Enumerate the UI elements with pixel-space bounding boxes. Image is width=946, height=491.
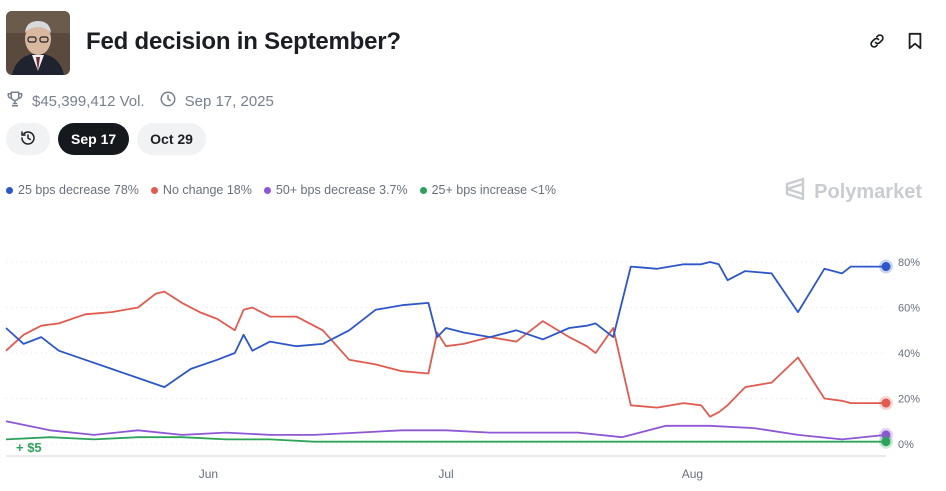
y-tick-label: 60% <box>898 303 920 315</box>
history-button[interactable] <box>6 123 50 155</box>
history-icon <box>19 129 37 150</box>
legend-dot <box>419 186 427 194</box>
series-line <box>5 436 886 443</box>
market-end-date: Sep 17, 2025 <box>184 92 274 110</box>
legend-item-25bps-decrease: 25 bps decrease 78% <box>6 183 139 197</box>
legend-dot <box>6 186 13 194</box>
series-line <box>5 290 886 418</box>
y-tick-label: 40% <box>898 348 920 360</box>
tab-oct-29[interactable]: Oct 29 <box>137 123 206 155</box>
market-title: Fed decision in September? <box>86 28 401 55</box>
bookmark-icon[interactable] <box>904 30 926 52</box>
legend-dot <box>263 186 271 194</box>
x-tick-label: Jul <box>438 467 453 481</box>
x-tick-label: Aug <box>682 467 703 481</box>
series-end-point <box>881 430 891 440</box>
legend-label: 25+ bps increase <1% <box>431 183 556 197</box>
series-line <box>5 261 886 389</box>
series-line <box>5 420 887 441</box>
legend-dot <box>150 186 158 194</box>
series-end-point <box>881 437 891 447</box>
legend-label: 50+ bps decrease 3.7% <box>275 183 408 197</box>
x-tick-label: Jun <box>199 467 218 481</box>
legend-item-25bps-increase: 25+ bps increase <1% <box>419 183 556 197</box>
polymarket-icon <box>784 177 806 207</box>
link-icon[interactable] <box>866 30 888 52</box>
legend-label: 25 bps decrease 78% <box>18 183 139 197</box>
y-tick-label: 0% <box>898 439 914 451</box>
series-end-point <box>881 398 891 408</box>
clock-icon <box>159 90 177 112</box>
brand-name: Polymarket <box>814 180 922 203</box>
legend-item-no-change: No change 18% <box>150 183 252 197</box>
trophy-icon <box>6 90 24 112</box>
chart-annotation: + $5 <box>16 440 42 455</box>
market-avatar <box>6 11 70 75</box>
chart-legend: 25 bps decrease 78% No change 18% 50+ bp… <box>6 183 556 197</box>
price-history-chart[interactable]: 80% 60% 40% 20% 0% Jun Jul Aug + $5 <box>0 240 946 491</box>
legend-label: No change 18% <box>162 183 252 197</box>
polymarket-logo: Polymarket <box>784 177 922 207</box>
market-volume: $45,399,412 Vol. <box>32 92 145 110</box>
y-tick-label: 20% <box>898 394 920 406</box>
tab-sep-17[interactable]: Sep 17 <box>58 123 130 155</box>
y-tick-label: 80% <box>898 257 920 269</box>
series-end-point <box>881 262 891 272</box>
legend-item-50bps-decrease: 50+ bps decrease 3.7% <box>263 183 408 197</box>
